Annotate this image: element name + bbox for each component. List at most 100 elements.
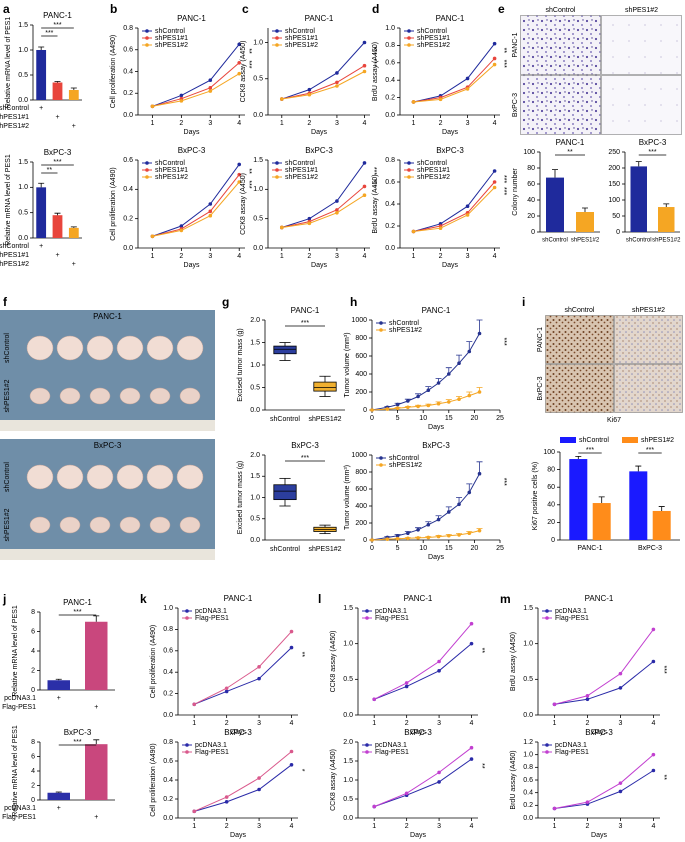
x-tick-label: 3: [618, 823, 622, 830]
bar: [85, 621, 108, 690]
data-point: [179, 228, 184, 233]
x-axis-label: Days: [591, 832, 607, 839]
data-point: [467, 490, 472, 495]
y-tick-label: 0.0: [250, 407, 260, 414]
y-tick-label: 0.6: [523, 777, 533, 784]
x-tick-label: 3: [466, 253, 470, 260]
series-line: [554, 661, 654, 705]
sig-label: ***: [45, 30, 53, 37]
y-tick-label: 50: [612, 213, 620, 220]
series-line: [413, 58, 495, 103]
sig-label: ***: [370, 167, 377, 175]
y-tick-label: 400: [355, 503, 367, 510]
bar: [569, 459, 588, 540]
bar: [576, 212, 594, 232]
sig-label: **: [245, 48, 252, 54]
y-tick-label: 0: [551, 537, 555, 544]
series-line: [374, 643, 472, 700]
data-point: [416, 394, 420, 399]
y-axis-label: BrdU assay (A450): [372, 42, 379, 101]
y-tick-label: 0.8: [385, 42, 395, 49]
x-tick-label: 1: [280, 253, 284, 260]
series-line: [281, 71, 365, 100]
data-point: [395, 406, 400, 411]
legend-label: shPES1#1: [285, 167, 318, 174]
y-tick-label: 0: [31, 797, 35, 804]
chart-title: BxPC-3: [585, 728, 613, 737]
error-bar: [635, 161, 642, 167]
data-point: [467, 531, 472, 535]
x-tick-label: 3: [208, 120, 212, 127]
x-tick-label: 1: [553, 823, 557, 830]
y-tick-label: 0.2: [163, 690, 173, 697]
x-axis-label: Days: [428, 424, 444, 431]
legend-swatch: [622, 437, 638, 443]
y-tick-label: 0.0: [163, 815, 173, 822]
y-axis-label: Relative mRNA level of PES1: [12, 605, 19, 697]
series-line: [281, 194, 365, 228]
y-tick-label: 0.2: [163, 796, 173, 803]
data-point: [362, 69, 367, 74]
bar: [652, 510, 671, 540]
data-point: [289, 763, 294, 767]
sig-label: **: [298, 652, 305, 658]
series-line: [281, 42, 365, 100]
x-tick-label: 25: [496, 415, 504, 422]
legend-marker: [407, 175, 411, 179]
error-bar: [54, 212, 61, 216]
x-tick-label: 3: [335, 253, 339, 260]
photo: [520, 15, 601, 75]
y-tick-label: 0.4: [523, 790, 533, 797]
x-tick-label: 4: [470, 823, 474, 830]
legend-marker: [275, 29, 279, 33]
data-point: [467, 349, 472, 354]
tumor: [26, 464, 54, 490]
y-tick-label: 100: [608, 197, 620, 204]
x-tick-label: 4: [290, 823, 294, 830]
bar: [592, 503, 611, 540]
chart-title: PANC-1: [404, 594, 433, 603]
data-point: [395, 402, 400, 407]
condition-mark: +: [55, 252, 59, 259]
tumor: [116, 464, 144, 490]
legend-marker: [407, 43, 411, 47]
y-tick-label: 2.0: [250, 452, 260, 459]
box: [273, 345, 297, 355]
series-line: [194, 751, 292, 812]
tumor: [179, 516, 201, 534]
tumor: [116, 335, 144, 361]
y-tick-label: 8: [31, 609, 35, 616]
y-tick-label: 1.0: [385, 25, 395, 32]
legend-marker: [275, 43, 279, 47]
y-tick-label: 0.4: [385, 201, 395, 208]
condition-name: Flag-PES1: [2, 814, 36, 821]
condition-mark: +: [94, 814, 98, 821]
panel-letter: f: [3, 295, 8, 309]
condition-mark: +: [72, 261, 76, 268]
y-tick-label: 6: [31, 628, 35, 635]
data-point: [426, 522, 431, 527]
data-point: [651, 768, 656, 773]
condition-mark: +: [72, 123, 76, 130]
legend-label: Flag-PES1: [375, 615, 409, 622]
y-tick-label: 200: [355, 520, 367, 527]
tumor: [146, 335, 174, 361]
y-tick-label: 2: [31, 667, 35, 674]
legend-marker: [275, 175, 279, 179]
sig-label: ***: [646, 447, 654, 454]
y-tick-label: 0.0: [18, 97, 28, 104]
y-tick-label: 1.0: [163, 605, 173, 612]
sig-label: ***: [660, 666, 667, 674]
series-line: [373, 623, 472, 700]
legend-marker: [407, 29, 411, 33]
data-point: [416, 528, 420, 532]
data-point: [208, 89, 213, 93]
y-axis-label: Relative mRNA level of PES1: [5, 154, 12, 246]
bar: [546, 177, 564, 232]
x-tick-label: 3: [437, 823, 441, 830]
y-tick-label: 0.2: [385, 94, 395, 101]
data-point: [335, 84, 339, 88]
y-tick-label: 0.0: [253, 112, 263, 119]
data-point: [492, 41, 497, 46]
x-tick-label: 20: [471, 415, 479, 422]
